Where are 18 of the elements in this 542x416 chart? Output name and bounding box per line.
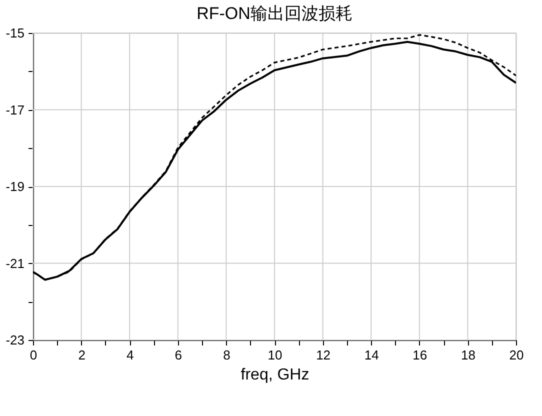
x-tick-label: 12 bbox=[316, 348, 331, 362]
x-tick-label: 0 bbox=[30, 348, 38, 362]
y-tick-label: -19 bbox=[6, 179, 24, 194]
y-tick-label: -15 bbox=[6, 26, 24, 40]
x-axis-title: freq, GHz bbox=[240, 366, 310, 384]
x-tick-label: 10 bbox=[268, 348, 282, 362]
x-tick-label: 6 bbox=[174, 348, 182, 362]
chart-title: RF-ON输出回波损耗 bbox=[196, 4, 352, 23]
x-tick-label: 4 bbox=[126, 348, 134, 362]
y-tick-label: -17 bbox=[6, 102, 24, 118]
x-tick-label: 8 bbox=[223, 348, 230, 362]
x-tick-label: 16 bbox=[412, 348, 428, 362]
x-tick-label: 18 bbox=[460, 348, 476, 362]
y-tick-label: -23 bbox=[6, 332, 24, 348]
x-tick-label: 2 bbox=[78, 348, 86, 362]
x-tick-label: 20 bbox=[509, 348, 524, 362]
y-tick-label: -21 bbox=[6, 256, 24, 271]
x-tick-label: 14 bbox=[364, 348, 379, 362]
